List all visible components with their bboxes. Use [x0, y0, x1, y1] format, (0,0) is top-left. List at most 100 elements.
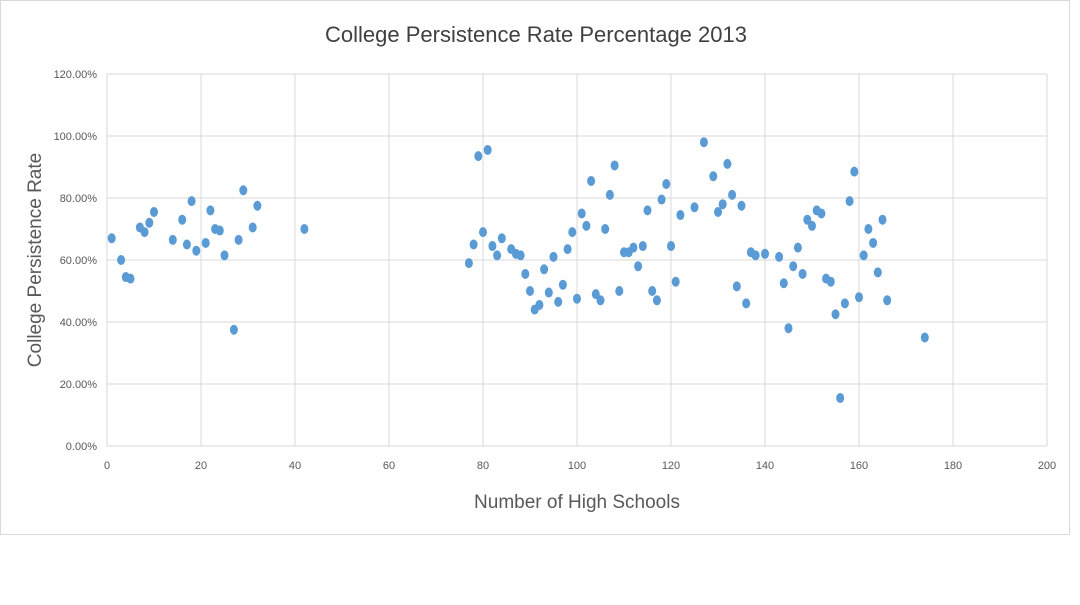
- data-point: [714, 206, 722, 217]
- data-point: [140, 227, 149, 238]
- x-tick-label: 180: [944, 460, 962, 472]
- data-point: [657, 194, 666, 205]
- data-point: [845, 196, 854, 207]
- scatter-chart: College Persistence Rate Percentage 2013…: [25, 22, 1057, 513]
- data-point: [168, 234, 177, 245]
- x-tick-label: 80: [477, 460, 489, 472]
- x-tick-label: 120: [662, 460, 680, 472]
- tick-labels: 0.00% 20.00% 40.00% 60.00% 80.00% 100.00% 120.…: [54, 69, 1057, 472]
- data-point: [610, 160, 619, 171]
- data-point: [178, 214, 187, 225]
- chart-frame: College Persistence Rate Percentage 2013…: [0, 0, 1070, 535]
- data-point: [803, 214, 812, 225]
- chart-title: College Persistence Rate Percentage 2013: [325, 22, 747, 47]
- data-point: [239, 185, 248, 196]
- data-point: [479, 227, 487, 238]
- y-tick-label: 100.00%: [54, 131, 98, 143]
- data-point: [699, 137, 708, 148]
- data-point: [850, 166, 859, 177]
- data-point: [601, 224, 610, 234]
- data-point: [535, 299, 544, 310]
- data-point: [215, 225, 224, 236]
- data-point: [779, 278, 788, 289]
- y-tick-label: 120.00%: [54, 69, 98, 81]
- data-point: [182, 239, 191, 250]
- data-point: [526, 286, 534, 296]
- x-tick-label: 40: [289, 460, 301, 472]
- y-tick-label: 20.00%: [60, 379, 98, 391]
- data-point: [859, 250, 868, 261]
- data-point: [596, 295, 605, 306]
- data-point: [676, 210, 685, 221]
- data-point: [117, 255, 126, 265]
- data-points: [107, 137, 929, 403]
- data-point: [464, 258, 473, 269]
- data-point: [662, 179, 671, 190]
- data-point: [549, 251, 558, 262]
- y-axis-title: College Persistence Rate: [25, 153, 46, 367]
- x-tick-label: 100: [568, 460, 586, 472]
- data-point: [577, 208, 586, 219]
- data-point: [808, 220, 816, 231]
- data-point: [793, 242, 802, 253]
- data-point: [497, 233, 506, 244]
- data-point: [737, 200, 746, 211]
- data-point: [229, 324, 238, 335]
- data-point: [558, 279, 567, 290]
- data-point: [540, 264, 549, 275]
- data-point: [563, 244, 572, 255]
- data-point: [253, 200, 262, 211]
- x-tick-label: 160: [850, 460, 868, 472]
- data-point: [554, 296, 563, 307]
- x-tick-label: 60: [383, 460, 395, 472]
- data-point: [234, 234, 243, 245]
- data-point: [671, 276, 680, 287]
- data-point: [761, 248, 769, 259]
- data-point: [605, 189, 614, 200]
- data-point: [789, 261, 798, 272]
- data-point: [493, 250, 502, 261]
- data-point: [831, 309, 840, 320]
- data-point: [690, 202, 699, 213]
- data-point: [587, 175, 596, 186]
- data-point: [709, 171, 718, 182]
- data-point: [855, 292, 863, 303]
- data-point: [873, 267, 882, 278]
- data-point: [483, 144, 492, 155]
- data-point: [836, 392, 845, 403]
- data-point: [220, 250, 229, 261]
- data-point: [474, 151, 483, 162]
- data-point: [638, 241, 647, 252]
- data-point: [615, 286, 624, 296]
- data-point: [840, 298, 849, 309]
- data-point: [643, 205, 652, 216]
- grid-lines: [106, 73, 1048, 447]
- data-point: [667, 241, 675, 252]
- data-point: [869, 237, 878, 248]
- data-point: [582, 220, 591, 231]
- data-point: [864, 224, 873, 234]
- data-point: [300, 224, 309, 234]
- y-tick-label: 40.00%: [60, 317, 98, 329]
- data-point: [516, 250, 525, 261]
- data-point: [883, 295, 892, 306]
- data-point: [878, 214, 887, 225]
- y-tick-label: 60.00%: [60, 255, 98, 267]
- x-tick-label: 20: [195, 460, 207, 472]
- data-point: [568, 227, 577, 238]
- data-point: [784, 323, 793, 334]
- data-point: [826, 276, 835, 287]
- data-point: [920, 332, 929, 343]
- data-point: [544, 287, 553, 298]
- data-point: [192, 245, 201, 256]
- data-point: [248, 222, 257, 233]
- data-point: [648, 286, 657, 296]
- data-point: [652, 295, 661, 306]
- data-point: [521, 268, 530, 279]
- data-point: [591, 289, 600, 300]
- data-point: [817, 208, 826, 219]
- data-point: [751, 250, 760, 261]
- x-axis-title: Number of High Schools: [474, 492, 680, 513]
- data-point: [629, 242, 638, 253]
- data-point: [145, 217, 154, 228]
